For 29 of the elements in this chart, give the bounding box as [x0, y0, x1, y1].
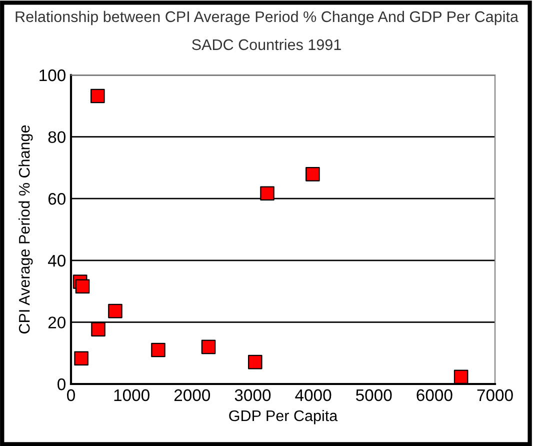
x-tick-label: 7000: [477, 389, 513, 402]
x-tick-label: 6000: [416, 389, 452, 402]
x-tick-label: 5000: [356, 389, 392, 402]
x-tick-label: 4000: [295, 389, 332, 402]
y-tick-label: 20: [48, 316, 66, 328]
point: [306, 167, 320, 182]
x-tick-label: 3000: [234, 389, 271, 402]
point: [91, 322, 106, 336]
point: [454, 370, 468, 384]
point: [151, 342, 166, 358]
x-tick-label: 0: [67, 389, 75, 402]
point: [108, 304, 122, 318]
y-tick-label: 40: [48, 254, 66, 267]
y-tick-label: 60: [48, 193, 66, 205]
x-axis-title: GDP Per Capita: [229, 410, 338, 424]
x-tick-label: 1000: [114, 389, 150, 402]
y-axis-title: CPI Average Period % Change: [18, 125, 33, 334]
point: [248, 354, 262, 370]
y-tick-label: 80: [48, 131, 66, 144]
x-tick-label: 2000: [174, 389, 210, 402]
chart-title: Relationship between CPI Average Period % Change And GDP Per Capita: [16, 10, 518, 26]
point: [201, 340, 216, 354]
point: [90, 88, 105, 104]
y-tick-label: 0: [58, 378, 66, 390]
y-tick-label: 100: [40, 69, 66, 82]
point: [260, 186, 274, 200]
chart-subtitle: SADC Countries 1991: [192, 38, 341, 50]
point: [74, 351, 88, 366]
point: [75, 279, 90, 294]
